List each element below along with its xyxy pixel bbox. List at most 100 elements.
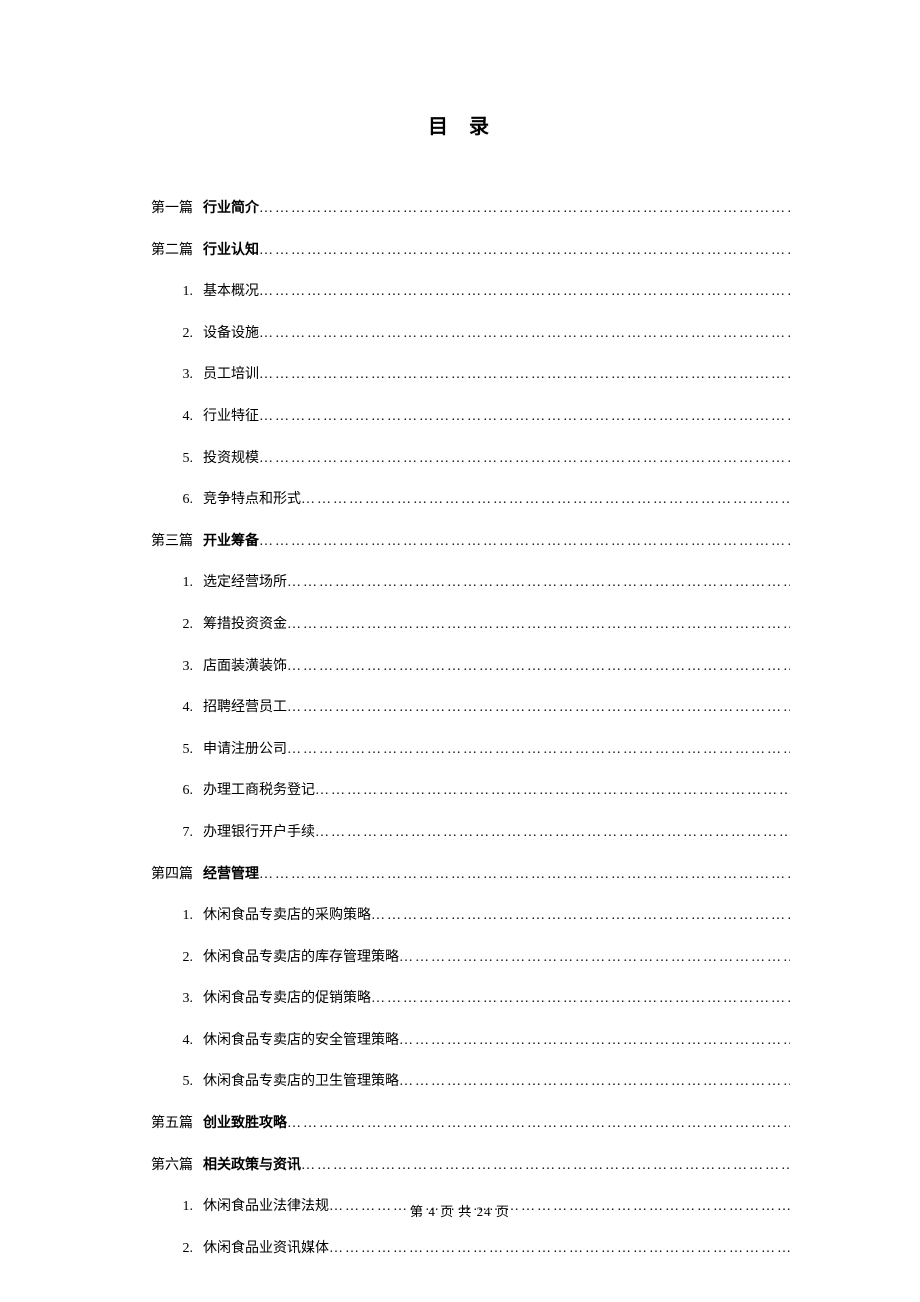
- toc-entry-chapter: 第一篇: [135, 199, 203, 219]
- toc-entry-number: 4.: [135, 407, 203, 427]
- toc-entry: 第二篇行业认知: [135, 241, 790, 261]
- toc-entry-text: 行业简介: [203, 199, 259, 219]
- toc-entry-chapter: 第六篇: [135, 1156, 203, 1176]
- toc-entry: 3.员工培训: [135, 365, 790, 385]
- toc-entry: 第六篇相关政策与资讯: [135, 1156, 790, 1176]
- toc-entry-leader: [259, 282, 790, 302]
- toc-entry-text: 办理银行开户手续: [203, 823, 315, 843]
- toc-entry-leader: [287, 615, 790, 635]
- toc-entry-chapter: 第四篇: [135, 865, 203, 885]
- toc-entry-number: 6.: [135, 490, 203, 510]
- toc-entry-leader: [259, 407, 790, 427]
- toc-entry: 5.申请注册公司: [135, 740, 790, 760]
- toc-entry: 4.休闲食品专卖店的安全管理策略: [135, 1031, 790, 1051]
- toc-entry: 2.筹措投资资金: [135, 615, 790, 635]
- toc-entry-leader: [259, 199, 790, 219]
- toc-entry-text: 竞争特点和形式: [203, 490, 301, 510]
- toc-entry-leader: [259, 865, 790, 885]
- toc-entry-text: 投资规模: [203, 449, 259, 469]
- footer-suffix: 页: [496, 1204, 510, 1219]
- toc-entry-number: 1.: [135, 282, 203, 302]
- toc-entry: 4.招聘经营员工: [135, 698, 790, 718]
- toc-entry-chapter: 第五篇: [135, 1114, 203, 1134]
- toc-entry: 4.行业特征: [135, 407, 790, 427]
- toc-entry-number: 3.: [135, 657, 203, 677]
- toc-entry: 1.基本概况: [135, 282, 790, 302]
- toc-entry-leader: [259, 532, 790, 552]
- toc-entry-text: 办理工商税务登记: [203, 781, 315, 801]
- toc-entry-number: 1.: [135, 573, 203, 593]
- toc-entry: 第一篇行业简介: [135, 199, 790, 219]
- toc-entry-leader: [329, 1239, 790, 1259]
- footer-middle: 页 共: [440, 1204, 472, 1219]
- toc-entry-number: 7.: [135, 823, 203, 843]
- toc-entry-text: 休闲食品专卖店的库存管理策略: [203, 948, 399, 968]
- toc-entry: 2.设备设施: [135, 324, 790, 344]
- toc-entry-number: 2.: [135, 1239, 203, 1259]
- toc-entry-leader: [259, 365, 790, 385]
- toc-entry-number: 2.: [135, 948, 203, 968]
- toc-entry-number: 4.: [135, 698, 203, 718]
- toc-title: 目 录: [135, 110, 790, 139]
- footer-prefix: 第: [410, 1204, 424, 1219]
- toc-entry-number: 5.: [135, 449, 203, 469]
- toc-entry-text: 创业致胜攻略: [203, 1114, 287, 1134]
- toc-entry-leader: [287, 1114, 790, 1134]
- toc-entry-text: 招聘经营员工: [203, 698, 287, 718]
- toc-entry-number: 3.: [135, 365, 203, 385]
- toc-entry: 7.办理银行开户手续: [135, 823, 790, 843]
- toc-entry: 1.选定经营场所: [135, 573, 790, 593]
- toc-entry-chapter: 第三篇: [135, 532, 203, 552]
- toc-entry-leader: [399, 948, 790, 968]
- footer-current-page: 4: [428, 1204, 436, 1219]
- toc-entry-leader: [371, 989, 790, 1009]
- toc-entry-text: 经营管理: [203, 865, 259, 885]
- toc-entry-leader: [399, 1031, 790, 1051]
- toc-entry: 2.休闲食品业资讯媒体: [135, 1239, 790, 1259]
- toc-entry-leader: [399, 1072, 790, 1092]
- footer-total-pages: 24: [477, 1204, 492, 1219]
- toc-entry-leader: [259, 449, 790, 469]
- toc-entry-leader: [301, 1156, 790, 1176]
- toc-entry: 3.店面装潢装饰: [135, 657, 790, 677]
- toc-entry: 3.休闲食品专卖店的促销策略: [135, 989, 790, 1009]
- toc-entry-leader: [287, 573, 790, 593]
- toc-entry-leader: [287, 657, 790, 677]
- toc-entry: 5.休闲食品专卖店的卫生管理策略: [135, 1072, 790, 1092]
- toc-entry-text: 基本概况: [203, 282, 259, 302]
- toc-entry: 5.投资规模: [135, 449, 790, 469]
- toc-entry-leader: [287, 740, 790, 760]
- toc-entry-leader: [259, 324, 790, 344]
- toc-entry-number: 3.: [135, 989, 203, 1009]
- toc-entry-text: 开业筹备: [203, 532, 259, 552]
- toc-entry: 1.休闲食品专卖店的采购策略: [135, 906, 790, 926]
- toc-entry: 第五篇创业致胜攻略: [135, 1114, 790, 1134]
- toc-entry-number: 2.: [135, 324, 203, 344]
- toc-entry-leader: [301, 490, 790, 510]
- toc-entry-text: 行业特征: [203, 407, 259, 427]
- toc-entry-leader: [371, 906, 790, 926]
- toc-entry: 2.休闲食品专卖店的库存管理策略: [135, 948, 790, 968]
- toc-entry-text: 行业认知: [203, 241, 259, 261]
- toc-entry-text: 休闲食品业资讯媒体: [203, 1239, 329, 1259]
- toc-entry-number: 5.: [135, 740, 203, 760]
- toc-entry-chapter: 第二篇: [135, 241, 203, 261]
- toc-entry-leader: [287, 698, 790, 718]
- toc-entry-text: 申请注册公司: [203, 740, 287, 760]
- toc-entry-text: 员工培训: [203, 365, 259, 385]
- page-footer: 第 4 页 共 24 页: [0, 1201, 920, 1220]
- toc-entry-number: 4.: [135, 1031, 203, 1051]
- toc-entry-text: 相关政策与资讯: [203, 1156, 301, 1176]
- toc-entry-text: 设备设施: [203, 324, 259, 344]
- toc-entry: 第四篇经营管理: [135, 865, 790, 885]
- toc-entry-leader: [315, 823, 790, 843]
- toc-entry-text: 休闲食品专卖店的卫生管理策略: [203, 1072, 399, 1092]
- toc-entry: 第三篇开业筹备: [135, 532, 790, 552]
- toc-entry-text: 休闲食品专卖店的采购策略: [203, 906, 371, 926]
- page-content: 目 录 第一篇行业简介第二篇行业认知1.基本概况2.设备设施3.员工培训4.行业…: [0, 0, 920, 1258]
- toc-entry-text: 筹措投资资金: [203, 615, 287, 635]
- toc-entry-leader: [259, 241, 790, 261]
- toc-entry-leader: [315, 781, 790, 801]
- toc-entry-number: 5.: [135, 1072, 203, 1092]
- toc-entry-number: 2.: [135, 615, 203, 635]
